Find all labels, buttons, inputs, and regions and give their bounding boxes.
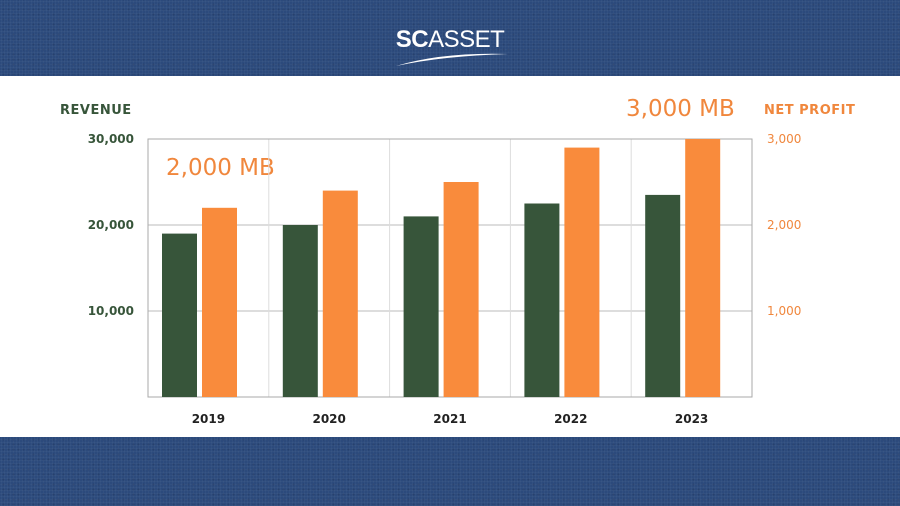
annotation-3000mb: 3,000 MB [626,96,735,122]
logo-light: ASSET [428,26,505,53]
y-left-tick: 30,000 [87,132,134,146]
revenue-axis-label: REVENUE [60,103,132,118]
net-profit-bar-2020 [322,190,358,397]
revenue-bar-2023 [645,194,681,397]
net-profit-bar-2019 [202,207,237,397]
x-tick-label: 2022 [554,412,588,426]
net-profit-bar-2023 [685,139,721,397]
y-left-tick: 10,000 [87,304,134,318]
revenue-bar-2020 [282,225,318,397]
y-right-tick: 1,000 [767,304,802,318]
net-profit-axis-label: NET PROFIT [764,103,856,118]
revenue-bar-2021 [403,216,439,397]
x-tick-label: 2019 [191,412,226,426]
x-tick-label: 2023 [674,412,709,426]
net-profit-bar-2021 [443,182,479,397]
y-right-tick: 3,000 [767,132,802,146]
revenue-bar-2022 [524,203,560,397]
y-right-tick: 2,000 [767,218,802,232]
revenue-bar-2019 [162,233,197,397]
y-left-tick: 20,000 [87,218,134,232]
x-tick-label: 2020 [312,412,346,426]
x-tick-label: 2021 [433,412,467,426]
net-profit-bar-2022 [564,147,600,397]
sc-asset-logo: SCASSET [0,26,900,66]
logo-bold: SC [395,26,429,53]
annotation-2000mb: 2,000 MB [166,155,275,181]
logo-swoosh-icon [396,53,508,66]
